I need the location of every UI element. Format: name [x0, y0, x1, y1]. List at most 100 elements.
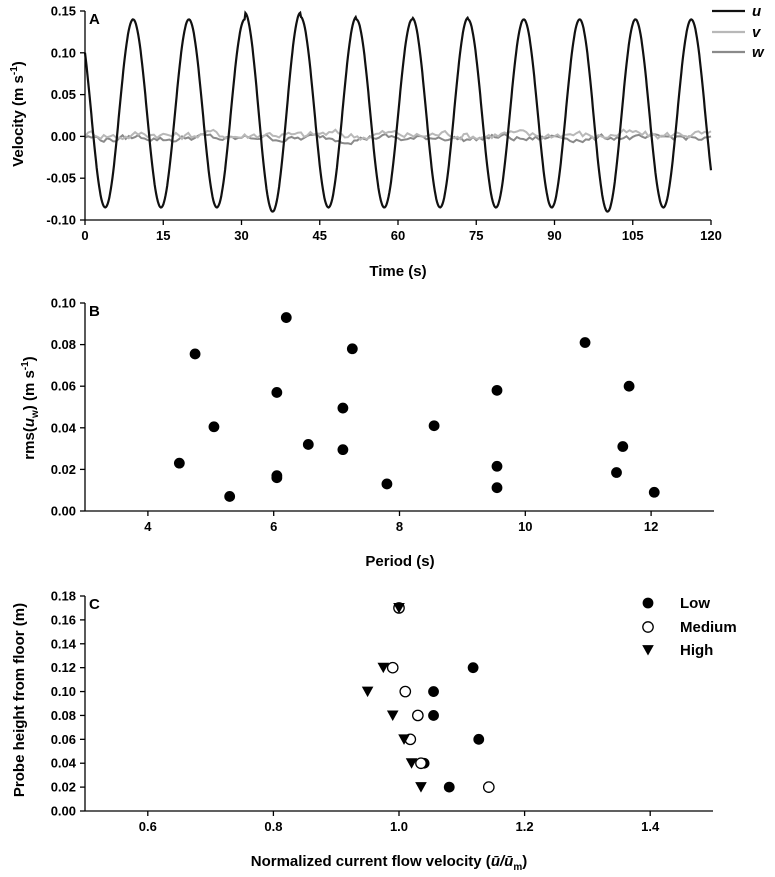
panel-c-points [361, 602, 495, 793]
panel-a-y-tick-label: -0.05 [46, 171, 76, 186]
panel-b-y-tick-label: 0.08 [51, 337, 76, 352]
panel-a-x-tick-label: 15 [156, 228, 170, 243]
panel-b: B 4 6 8 10 12 0.00 0.02 0.04 0.06 0.08 0.10 Period… [20, 296, 714, 570]
panel-c-y-tick-label: 0.10 [51, 684, 76, 699]
panel-b-x-tick-label: 12 [644, 519, 658, 534]
panel-c-x-tick-label: 1.4 [641, 819, 660, 834]
panel-c: C 0.6 0.8 1.0 1.2 1.4 0.00 0.02 0.04 0.06 0.08 0.1… [11, 589, 737, 874]
panel-c-y-tick-label: 0.02 [51, 780, 76, 795]
panel-b-points [173, 312, 660, 502]
legend-marker-high [642, 645, 654, 656]
panel-a: A 0 15 30 45 60 75 90 105 120-0.10-0.050.000.050… [9, 3, 765, 280]
series-line-w [84, 132, 712, 146]
panel-a-x-tick-label: 90 [547, 228, 561, 243]
panel-a-y-tick-label: 0.15 [51, 4, 76, 19]
panel-b-y-tick-label: 0.06 [51, 379, 76, 394]
data-point [271, 387, 283, 398]
data-point [491, 384, 503, 396]
legend-marker-medium [642, 621, 654, 633]
data-point [337, 402, 349, 414]
data-point-medium [411, 709, 424, 722]
data-point-high [393, 603, 405, 614]
panel-a-y-tick-label: 0.10 [51, 45, 76, 60]
panel-b-x-tick-label: 8 [396, 519, 403, 534]
data-point [302, 439, 314, 450]
data-point [346, 343, 358, 355]
panel-c-y-tick-label: 0.12 [51, 660, 76, 675]
data-point [271, 472, 283, 484]
panel-c-x-axis-label: Normalized current flow velocity (ū/ūm) [251, 853, 527, 873]
series-line-v [84, 128, 712, 142]
panel-c-x-tick-label: 0.8 [264, 819, 282, 834]
data-point-low [443, 781, 455, 793]
data-point [208, 421, 220, 433]
panel-a-y-axis-label: Velocity (m s-1) [9, 61, 27, 167]
panel-c-y-axis-label: Probe height from floor (m) [11, 603, 28, 797]
legend-label-high: High [680, 642, 713, 659]
legend-label-v: v [752, 24, 762, 41]
panel-a-x-tick-label: 120 [700, 228, 722, 243]
data-point [579, 337, 591, 348]
data-point [648, 486, 660, 498]
panel-a-legend: uvw [712, 3, 765, 61]
data-point [189, 348, 201, 360]
data-point-high [405, 758, 418, 769]
panel-b-x-tick-label: 10 [518, 519, 532, 534]
data-point-high [361, 686, 374, 698]
series-line-u [83, 10, 713, 213]
panel-a-series-lines [83, 10, 713, 213]
legend-label-medium: Medium [680, 619, 737, 636]
panel-a-y-tick-label: 0.00 [51, 129, 76, 144]
data-point-low [428, 686, 439, 697]
panel-c-y-tick-label: 0.16 [51, 612, 76, 627]
data-point [337, 444, 349, 456]
data-point-medium [399, 685, 412, 698]
panel-a-x-tick-label: 45 [313, 228, 327, 243]
panel-b-axes: 4 6 8 10 12 0.00 0.02 0.04 0.06 0.08 0.10 [51, 296, 714, 534]
panel-a-x-tick-label: 30 [234, 228, 248, 243]
data-point [173, 457, 185, 469]
panel-a-x-tick-label: 0 [81, 228, 88, 243]
panel-b-label: B [89, 303, 100, 320]
panel-c-axes: 0.6 0.8 1.0 1.2 1.4 0.00 0.02 0.04 0.06 0.08 0.10 0… [51, 589, 713, 834]
panel-c-x-tick-label: 0.6 [139, 819, 157, 834]
panel-c-legend: Low Medium High [642, 595, 737, 659]
data-point-medium [415, 757, 427, 770]
data-point [280, 312, 292, 323]
panel-a-x-tick-label: 105 [622, 228, 644, 243]
data-point [611, 467, 622, 478]
panel-c-y-tick-label: 0.08 [51, 708, 76, 723]
panel-b-y-tick-label: 0.02 [51, 462, 76, 477]
data-point-low [473, 733, 485, 745]
data-point [623, 380, 635, 392]
data-point-low [428, 710, 439, 721]
data-point [617, 441, 629, 452]
panel-a-y-tick-label: 0.05 [51, 87, 76, 102]
panel-b-x-tick-label: 4 [144, 519, 152, 534]
panel-b-y-tick-label: 0.04 [51, 420, 77, 435]
data-point-high [377, 662, 390, 674]
panel-b-y-tick-label: 0.10 [51, 296, 76, 311]
data-point-high [415, 782, 427, 793]
data-point [381, 478, 393, 490]
panel-b-x-axis-label: Period (s) [365, 553, 434, 570]
data-point-medium [386, 661, 399, 674]
data-point-high [386, 710, 399, 721]
data-point-high [398, 734, 410, 745]
data-point-low [467, 662, 479, 674]
data-point [491, 482, 503, 494]
panel-c-y-tick-label: 0.14 [51, 636, 77, 651]
panel-c-label: C [89, 596, 100, 613]
legend-label-w: w [752, 44, 765, 61]
legend-marker-low [642, 597, 654, 609]
legend-label-low: Low [680, 595, 710, 612]
panel-a-y-tick-label: -0.10 [46, 213, 76, 228]
panel-a-x-tick-label: 75 [469, 228, 483, 243]
panel-a-axes: 0 15 30 45 60 75 90 105 120 -0.10 -0.05 0.00 0.05 0.1… [46, 4, 721, 244]
data-point [491, 460, 503, 472]
panel-c-y-tick-label: 0.18 [51, 589, 76, 604]
legend-label-u: u [752, 3, 761, 20]
panel-a-x-tick-label: 60 [391, 228, 405, 243]
panel-b-y-tick-label: 0.00 [51, 504, 76, 519]
